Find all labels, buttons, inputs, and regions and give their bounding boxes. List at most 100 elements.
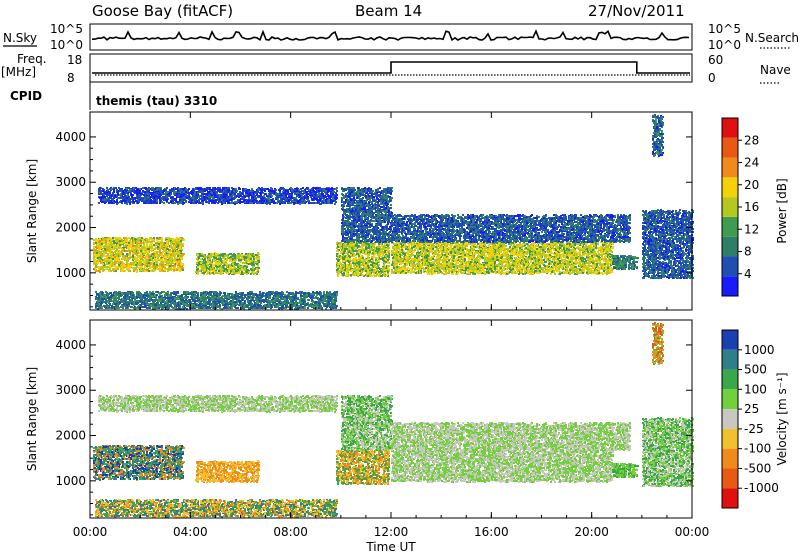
power-cell [154, 251, 156, 253]
power-cell [200, 262, 202, 264]
power-cell [290, 187, 292, 189]
beam-title: Beam 14 [355, 2, 422, 20]
power-cell [299, 199, 301, 201]
power-cell [302, 202, 304, 204]
power-cell [126, 197, 128, 199]
power-cell [133, 258, 135, 260]
power-cell [148, 239, 150, 241]
power-cell [290, 199, 292, 201]
power-cell [159, 270, 161, 272]
power-cell [271, 195, 273, 197]
power-cell [151, 242, 153, 244]
power-cell [98, 202, 100, 204]
power-cell [323, 197, 325, 199]
power-cell [103, 241, 105, 243]
power-cell [325, 199, 327, 201]
power-cell [136, 193, 138, 195]
power-cell [204, 190, 206, 192]
power-cell [239, 269, 241, 271]
power-cell [109, 268, 111, 270]
power-cell [279, 192, 281, 194]
power-cell [93, 239, 95, 241]
power-cell [219, 200, 221, 202]
power-cell [183, 188, 185, 190]
power-cell [110, 245, 112, 247]
power-cell [197, 188, 199, 190]
power-cell [332, 198, 334, 200]
power-cell [194, 193, 196, 195]
power-cell [99, 238, 101, 240]
power-cell [127, 260, 129, 262]
power-cell [238, 254, 240, 256]
power-cell [310, 196, 312, 198]
power-cell [229, 197, 231, 199]
power-cell [134, 197, 136, 199]
power-cell [168, 253, 170, 255]
power-cell [220, 191, 222, 193]
power-cell [133, 251, 135, 253]
power-cell [291, 194, 293, 196]
power-cell [112, 262, 114, 264]
power-cell [104, 199, 106, 201]
power-cell [261, 189, 263, 191]
freq-series-line [92, 61, 690, 74]
power-cell [172, 202, 174, 204]
power-cell [160, 187, 162, 189]
power-cell [217, 198, 219, 200]
power-cell [211, 200, 213, 202]
power-cell [140, 193, 142, 195]
power-cell [106, 249, 108, 251]
power-cell [219, 254, 221, 256]
power-cell [256, 194, 258, 196]
power-cell [199, 202, 201, 204]
power-cell [99, 248, 101, 250]
power-cell [298, 194, 300, 196]
power-cell [256, 263, 258, 265]
power-cell [312, 189, 314, 191]
power-cell [96, 252, 98, 254]
power-cell [138, 260, 140, 262]
power-cell [224, 253, 226, 255]
power-cell [284, 192, 286, 194]
power-cell [165, 246, 167, 248]
power-cell [161, 247, 163, 249]
power-cell [113, 244, 115, 246]
power-cell [132, 263, 134, 265]
power-cell [291, 197, 293, 199]
power-cell [102, 255, 104, 257]
power-cell [127, 199, 129, 201]
power-cell [244, 269, 246, 271]
power-cell [232, 300, 234, 302]
power-cell [149, 254, 151, 256]
power-cell [268, 195, 270, 197]
power-cell [141, 197, 143, 199]
power-cell [119, 244, 121, 246]
power-cell [155, 247, 157, 249]
power-cell [328, 202, 330, 204]
power-cell [165, 250, 167, 252]
power-cell [227, 256, 229, 258]
power-cell [129, 200, 131, 202]
power-cell [205, 193, 207, 195]
power-cell [116, 248, 118, 250]
power-cell [161, 238, 163, 240]
power-cell [198, 199, 200, 201]
power-cell [116, 199, 118, 201]
power-cell [322, 193, 324, 195]
power-cell [244, 267, 246, 269]
power-cell [261, 191, 263, 193]
power-cell [118, 262, 120, 264]
power-cell [182, 200, 184, 202]
power-cell [323, 189, 325, 191]
power-cell [153, 197, 155, 199]
power-cell [158, 193, 160, 195]
power-cell [202, 190, 204, 192]
power-cell [234, 254, 236, 256]
power-cell [109, 249, 111, 251]
power-cell [131, 237, 133, 239]
power-cell [167, 191, 169, 193]
power-cell [196, 262, 198, 264]
power-cell [260, 193, 262, 195]
power-cell [99, 271, 101, 273]
power-cell [177, 245, 179, 247]
